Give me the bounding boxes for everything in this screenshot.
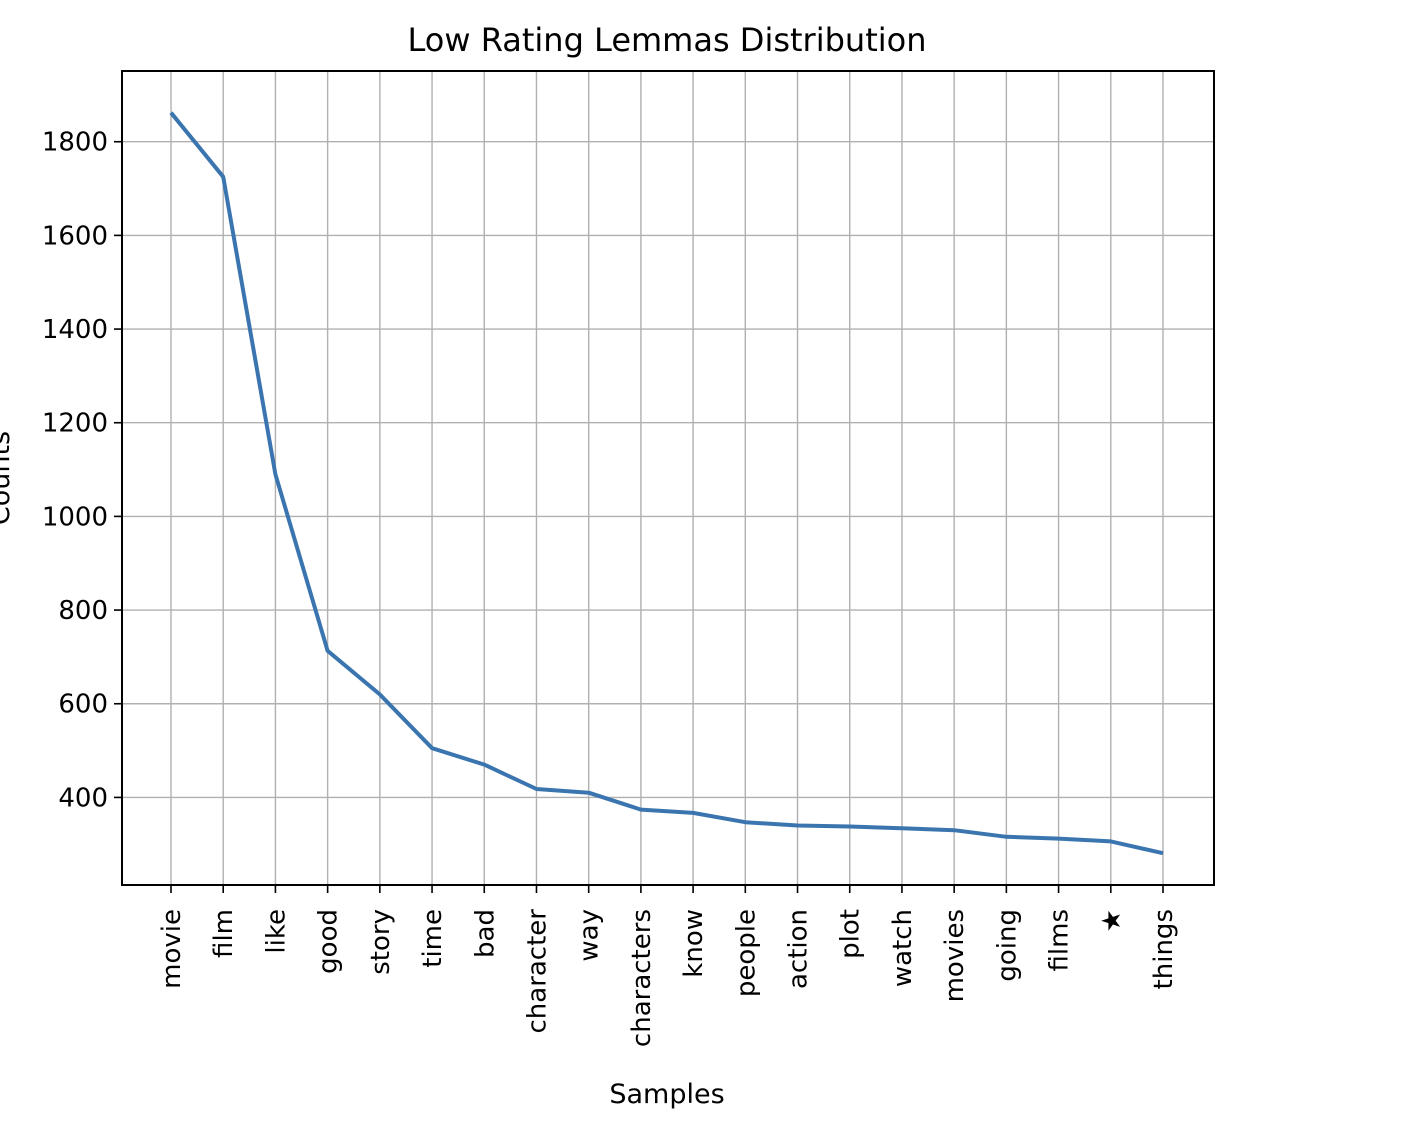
x-tick-label: people (731, 909, 761, 997)
x-tick-label: know (679, 909, 709, 978)
x-tick-label: time (418, 909, 448, 968)
y-tick-label: 1200 (42, 409, 108, 439)
y-tick-label: 1800 (42, 128, 108, 158)
x-tick-label: ★ (1097, 909, 1127, 932)
x-tick-label: bad (470, 909, 500, 958)
x-tick-label: film (209, 909, 239, 958)
chart-title: Low Rating Lemmas Distribution (408, 21, 927, 59)
y-axis-label: Counts (0, 431, 16, 525)
y-tick-label: 1600 (42, 221, 108, 251)
x-tick-label: way (575, 909, 605, 962)
plot-frame (121, 70, 1215, 886)
y-tick-label: 600 (58, 690, 108, 720)
x-tick-label: going (992, 909, 1022, 982)
x-tick-label: good (314, 909, 344, 974)
x-tick-label: character (522, 909, 552, 1034)
x-tick-label: like (261, 909, 291, 954)
x-tick-label: action (784, 909, 814, 989)
x-axis: movie film like good story time bad character wa… (157, 885, 1179, 1047)
x-tick-label: characters (627, 909, 657, 1047)
x-tick-label: things (1149, 909, 1179, 989)
series-layer (169, 111, 1164, 856)
x-tick-label: story (366, 909, 396, 975)
x-tick-label: plot (836, 909, 866, 959)
x-axis-label: Samples (609, 1079, 724, 1110)
x-tick-label: films (1045, 909, 1075, 971)
y-axis: 400 600 800 1000 1200 1400 1600 1800 (42, 128, 122, 813)
series-line (169, 111, 1164, 856)
grid (122, 71, 1214, 885)
y-tick-label: 800 (58, 596, 108, 626)
y-tick-label: 1000 (42, 502, 108, 532)
x-tick-label: watch (888, 909, 918, 987)
x-tick-label: movies (940, 909, 970, 1002)
x-tick-label: movie (157, 909, 187, 989)
y-tick-label: 400 (58, 783, 108, 813)
y-tick-label: 1400 (42, 315, 108, 345)
